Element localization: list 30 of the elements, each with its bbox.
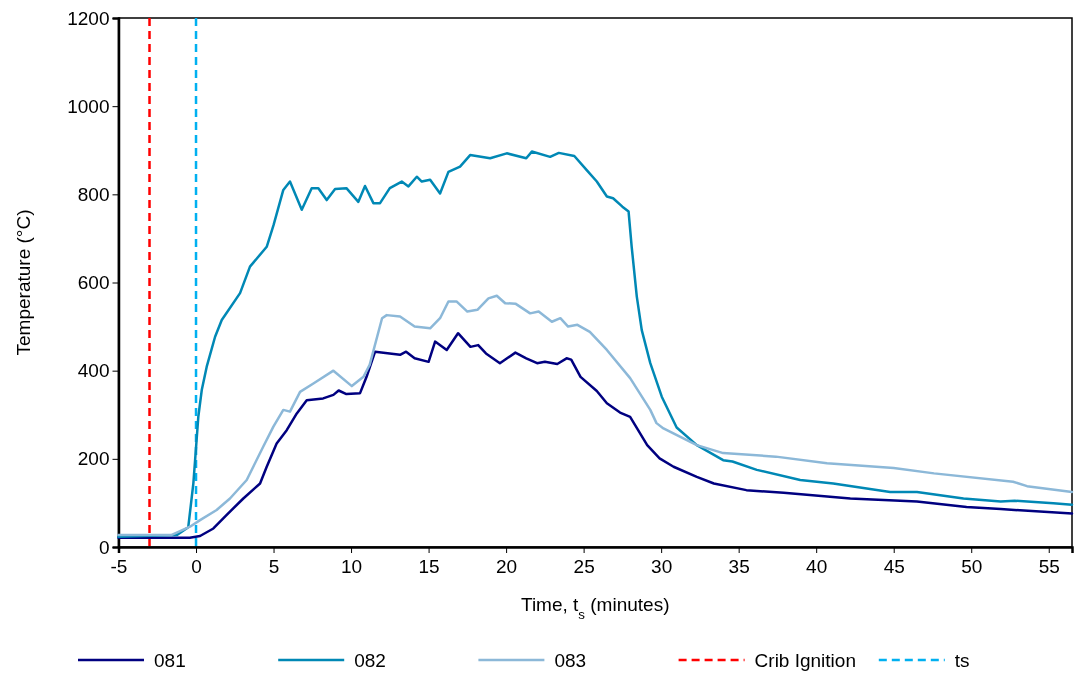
x-tick-label: 20 xyxy=(496,556,518,578)
x-tick-label: 45 xyxy=(883,556,905,578)
line-series xyxy=(117,294,1074,537)
y-tick-label: 0 xyxy=(98,536,110,558)
x-tick-label: 25 xyxy=(573,556,595,578)
y-tick-label: 600 xyxy=(77,272,110,294)
x-axis-title: Time, t$_{s}$ (minutes) xyxy=(521,594,670,622)
x-tick-label: 35 xyxy=(728,556,750,578)
legend-label: Crib Ignition xyxy=(754,650,856,671)
y-axis-title: Temperature (°C) xyxy=(13,209,34,356)
x-tick-label: 0 xyxy=(191,556,202,578)
x-tick-label: 30 xyxy=(651,556,673,578)
line-series xyxy=(117,331,1074,539)
y-tick-label: 200 xyxy=(77,448,110,470)
x-tick-label: 5 xyxy=(268,556,280,578)
legend-label: 083 xyxy=(554,650,587,671)
x-tick-label: 15 xyxy=(418,556,440,578)
x-tick-label: 50 xyxy=(961,556,983,578)
legend-label: 082 xyxy=(354,650,386,671)
legend-label: 081 xyxy=(154,650,186,671)
y-tick-label: 1000 xyxy=(67,95,110,117)
x-tick-label: 55 xyxy=(1038,556,1060,578)
x-tick-label: -5 xyxy=(110,556,128,578)
y-tick-label: 400 xyxy=(77,360,110,382)
legend-label: ts xyxy=(954,650,970,671)
x-tick-label: 40 xyxy=(806,556,828,578)
x-tick-label: 10 xyxy=(340,556,363,578)
line-series xyxy=(117,150,1074,539)
y-tick-label: 1200 xyxy=(67,7,110,29)
y-tick-label: 800 xyxy=(77,183,110,205)
